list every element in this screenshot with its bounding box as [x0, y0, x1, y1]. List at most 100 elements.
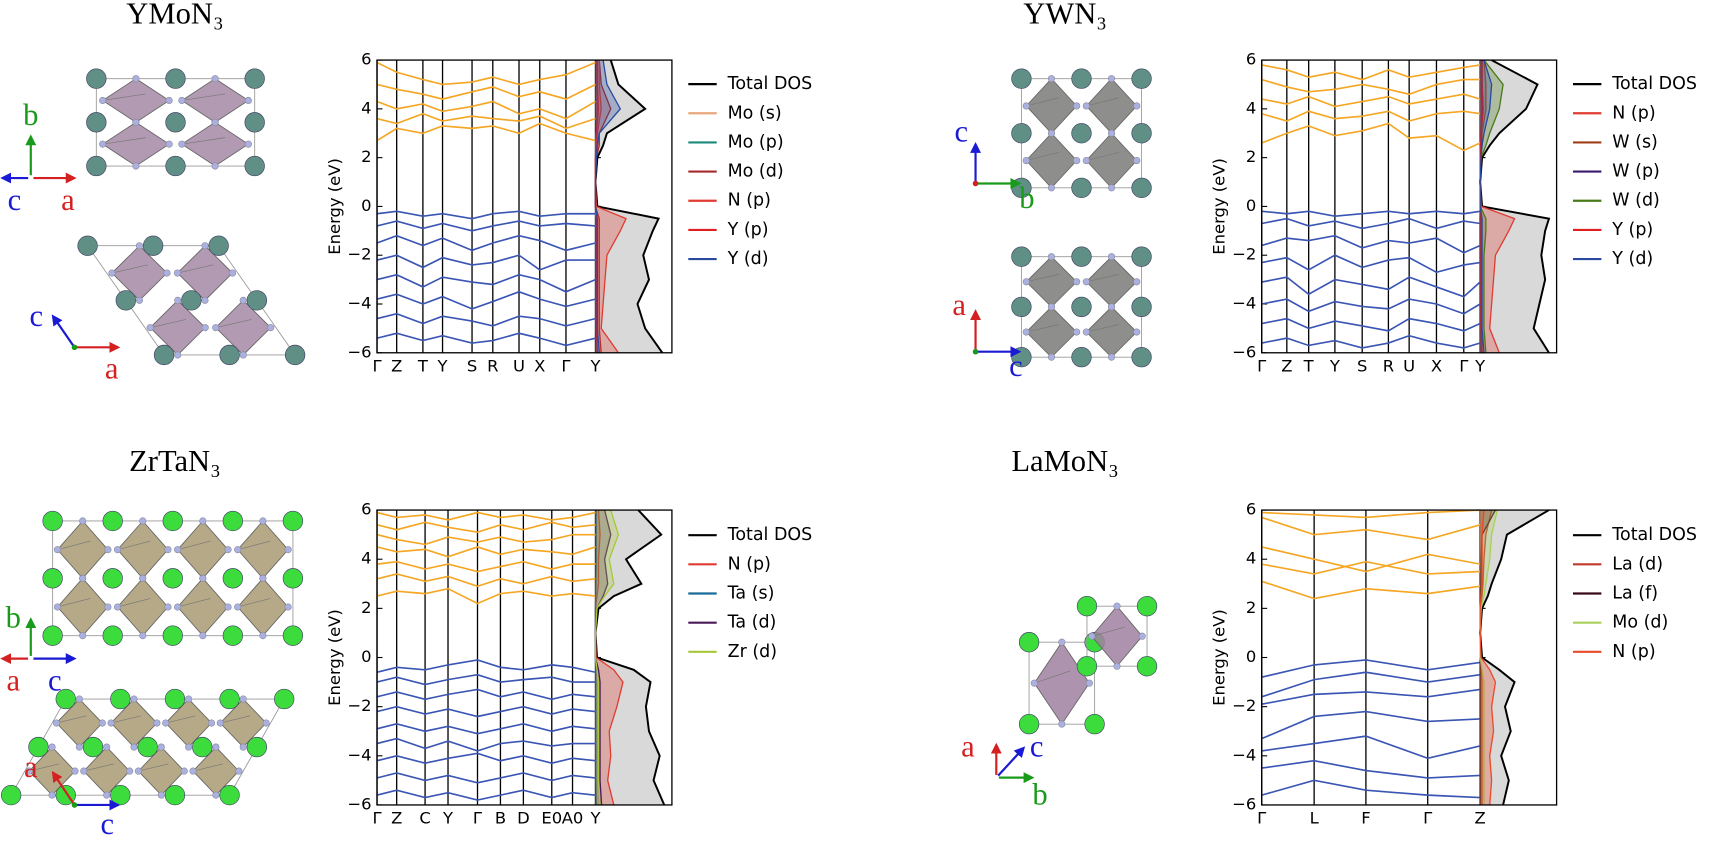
n-atom — [79, 574, 87, 582]
legend-label: N (p) — [728, 191, 771, 211]
y-tick-label: 2 — [1246, 147, 1256, 166]
cation-atom — [222, 568, 244, 589]
dos-fill — [1480, 510, 1549, 805]
y-tick-label: −6 — [347, 794, 371, 813]
x-tick-label: A0 — [562, 809, 584, 828]
octahedron-edge — [1086, 97, 1120, 107]
octahedron-edge — [181, 137, 226, 145]
legend-label: W (d) — [1612, 191, 1660, 211]
cation-atom — [208, 235, 229, 256]
x-tick-label: C — [419, 809, 430, 828]
y-tick-label: 6 — [361, 50, 371, 69]
band — [1261, 254, 1481, 274]
n-atom — [211, 162, 219, 170]
n-atom — [163, 269, 171, 277]
cation-atom — [153, 344, 175, 366]
y-tick-label: 6 — [1246, 50, 1256, 69]
band — [1261, 334, 1481, 349]
cation-atom — [1011, 296, 1032, 318]
axis-arrow — [995, 746, 1026, 779]
cation-atom — [164, 784, 186, 806]
legend-label: Y (d) — [1611, 249, 1653, 269]
n-atom — [126, 767, 134, 775]
n-atom — [284, 546, 292, 554]
lattice-axis-label: c — [100, 807, 114, 841]
band — [1261, 580, 1481, 600]
band — [376, 587, 596, 605]
n-atom — [201, 324, 209, 332]
x-tick-label: Y — [1329, 356, 1341, 375]
cation-atom — [1084, 713, 1105, 735]
n-atom — [139, 517, 147, 525]
octahedron — [101, 78, 170, 123]
n-atom — [212, 791, 220, 799]
n-atom — [1022, 328, 1030, 336]
dos-fill — [595, 510, 619, 805]
n-atom — [1058, 638, 1066, 646]
octahedron — [56, 577, 109, 637]
band — [376, 332, 596, 347]
band — [1261, 78, 1481, 96]
octahedron-edge — [1086, 152, 1120, 161]
n-atom — [1022, 102, 1030, 110]
dos-curve — [1479, 59, 1493, 353]
n-atom — [130, 743, 138, 751]
cation-atom — [282, 568, 304, 589]
n-atom — [1047, 75, 1056, 83]
x-tick-label: Γ — [372, 356, 382, 375]
band — [1261, 276, 1481, 298]
x-tick-label: Y — [437, 356, 449, 375]
n-atom — [1107, 303, 1116, 311]
octahedron — [1025, 306, 1078, 358]
cation-atom — [86, 68, 107, 89]
band — [376, 122, 596, 142]
n-atom — [153, 719, 161, 727]
n-atom — [211, 75, 219, 83]
n-atom — [132, 118, 140, 126]
octahedron-edge — [177, 264, 214, 274]
octahedron — [181, 78, 250, 123]
legend-label: Y (d) — [727, 249, 769, 269]
band — [376, 673, 596, 686]
lattice-axis-label: b — [23, 98, 38, 132]
band — [376, 546, 596, 558]
dos-curve — [1479, 509, 1550, 806]
dos-curve — [1479, 510, 1497, 806]
octahedron-edge — [237, 540, 271, 550]
n-atom — [234, 546, 242, 554]
dos-curve — [1479, 60, 1516, 354]
x-tick-label: F — [1361, 809, 1370, 828]
octahedron — [237, 577, 289, 637]
lattice-axis-label: c — [8, 183, 22, 217]
n-atom — [1113, 602, 1121, 610]
n-atom — [103, 791, 111, 799]
axis-origin — [972, 348, 979, 355]
n-atom — [1047, 184, 1056, 192]
axis-origin — [71, 802, 78, 808]
y-tick-label: 2 — [361, 147, 371, 166]
octahedron-edge — [181, 93, 226, 101]
octahedron-edge — [29, 763, 60, 772]
axis-origin — [71, 344, 78, 351]
n-atom — [244, 96, 252, 105]
cation-atom — [244, 68, 265, 89]
n-atom — [80, 767, 88, 775]
n-atom — [132, 75, 140, 83]
cation-atom — [1018, 713, 1040, 735]
dos-fill — [595, 60, 621, 353]
n-atom — [199, 574, 207, 582]
n-atom — [1133, 102, 1141, 110]
legend-label: Mo (p) — [728, 132, 784, 152]
x-tick-label: Y — [589, 356, 601, 375]
y-axis-label: Energy (eV) — [1210, 158, 1229, 255]
cation-atom — [222, 510, 244, 532]
n-atom — [234, 603, 242, 611]
octahedron — [1085, 77, 1138, 134]
octahedron-edge — [1086, 273, 1120, 283]
lattice-axis-label: a — [105, 351, 119, 385]
n-atom — [1085, 679, 1093, 687]
x-tick-label: Γ — [372, 809, 382, 828]
y-tick-label: 4 — [1246, 549, 1256, 568]
cation-atom — [0, 784, 22, 806]
y-tick-label: −2 — [1232, 696, 1256, 715]
